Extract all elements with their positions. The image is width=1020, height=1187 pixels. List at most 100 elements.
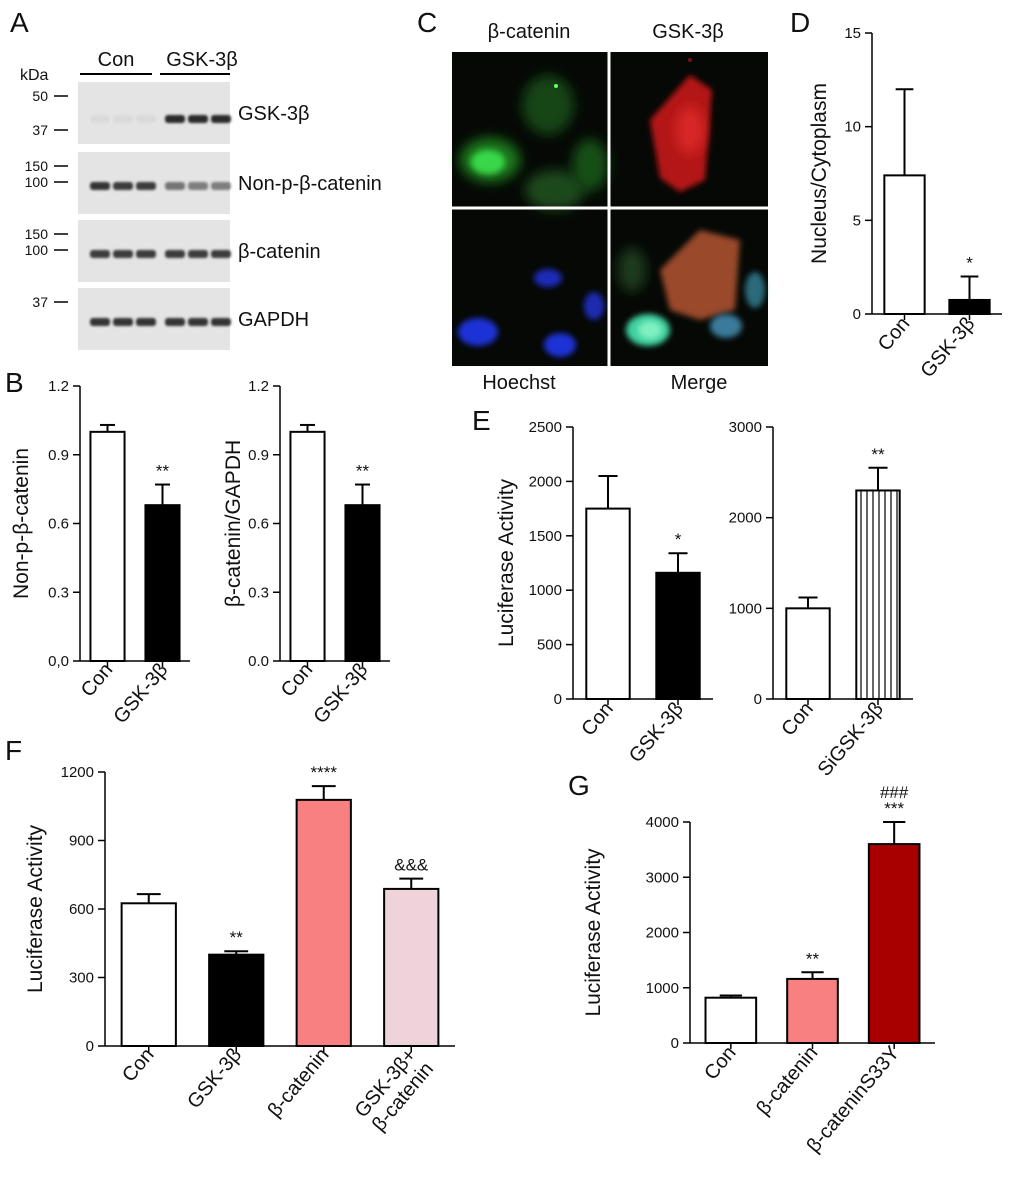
x-tick-label: Con xyxy=(700,1042,740,1084)
y-tick-label: 3000 xyxy=(646,869,679,886)
channel-label-beta-catenin: β-catenin xyxy=(488,21,571,43)
blot-band xyxy=(188,115,208,123)
x-tick-label-line: Con xyxy=(700,1042,740,1084)
bar xyxy=(855,489,901,701)
y-tick-label: 300 xyxy=(69,970,94,987)
x-tick-label: GSK-3β xyxy=(183,1044,246,1113)
bar xyxy=(383,887,440,1048)
blot-band xyxy=(90,115,110,123)
x-tick-label: Con xyxy=(77,659,117,701)
significance-line: &&& xyxy=(394,856,429,875)
y-tick-label: 10 xyxy=(844,119,861,136)
bar xyxy=(585,507,631,700)
x-tick-label-line: SiGSK-3β xyxy=(814,698,888,781)
x-tick-label-line: Con xyxy=(77,659,117,701)
blot-target-label: Non-p-β-catenin xyxy=(238,173,382,195)
y-axis-title: Luciferase Activity xyxy=(24,824,47,993)
x-tick-label-line: GSK-3β xyxy=(916,313,979,382)
y-tick-label: 4000 xyxy=(646,814,679,831)
bar xyxy=(289,430,326,663)
y-tick-label: 900 xyxy=(69,833,94,850)
blot-band xyxy=(188,318,208,326)
y-tick-label: 2000 xyxy=(646,925,679,942)
blot-target-label: β-catenin xyxy=(238,241,321,263)
blot-band xyxy=(211,250,231,258)
y-tick-label: 5 xyxy=(853,212,861,229)
bar xyxy=(144,504,181,662)
bar xyxy=(883,174,926,315)
blot-band xyxy=(136,250,156,258)
blot-band xyxy=(165,250,185,258)
x-tick-label: Con xyxy=(118,1044,158,1086)
significance-line: ** xyxy=(156,462,170,481)
y-axis-title: Luciferase Activity xyxy=(582,848,605,1017)
bar xyxy=(89,430,126,663)
y-tick-label: 0 xyxy=(754,691,762,708)
y-tick-label: 1200 xyxy=(61,764,94,781)
significance-line: ** xyxy=(871,445,885,464)
significance-mark: ** xyxy=(230,928,244,947)
y-tick-label: 2000 xyxy=(529,473,562,490)
bar xyxy=(948,298,991,316)
x-tick-label: GSK-3β xyxy=(109,659,172,728)
y-tick-label: 3000 xyxy=(729,419,762,436)
blot-band xyxy=(211,115,231,123)
significance-mark: * xyxy=(675,530,682,549)
x-tick-label: β-catenin xyxy=(752,1042,822,1119)
y-tick-label: 0 xyxy=(554,691,562,708)
channel-label-merge: Merge xyxy=(671,372,728,394)
significance-line: ** xyxy=(356,462,370,481)
kda-marker: 37 xyxy=(32,122,48,138)
blot-band xyxy=(211,318,231,326)
y-tick-label: 1000 xyxy=(646,980,679,997)
kda-label: kDa xyxy=(20,67,49,84)
y-tick-label: 0.9 xyxy=(48,447,69,464)
x-tick-label-line: Con xyxy=(277,659,317,701)
panel-label-g: G xyxy=(568,770,590,801)
blot-band xyxy=(165,115,185,123)
x-tick-label-line: Con xyxy=(118,1044,158,1086)
significance-mark: ** xyxy=(356,462,370,481)
group-label-con: Con xyxy=(98,49,135,71)
y-tick-label: 0 xyxy=(853,306,861,323)
panel-label-b: B xyxy=(5,367,24,398)
blot-band xyxy=(188,250,208,258)
significance-mark: ### *** xyxy=(880,783,909,818)
y-tick-label: 1.2 xyxy=(248,378,269,395)
y-tick-label: 500 xyxy=(537,637,562,654)
x-tick-label-line: GSK-3β xyxy=(309,659,372,728)
y-tick-label: 0.6 xyxy=(48,516,69,533)
x-tick-label: Con xyxy=(874,313,914,355)
x-tick-label-line: Con xyxy=(577,698,617,740)
blot-band xyxy=(90,182,110,190)
bar xyxy=(786,977,839,1044)
blot-band xyxy=(113,318,133,326)
panel-label-f: F xyxy=(5,735,22,766)
blot-band xyxy=(136,182,156,190)
bar xyxy=(867,843,921,1044)
significance-mark: * xyxy=(966,254,973,273)
significance-line: ### xyxy=(880,783,909,802)
y-axis-title: Luciferase Activity xyxy=(495,478,518,647)
blot-band xyxy=(90,250,110,258)
y-tick-label: 0.0 xyxy=(248,653,269,670)
y-tick-label: 15 xyxy=(844,25,861,42)
x-tick-label: GSK-3β xyxy=(916,313,979,382)
micro-beta-catenin xyxy=(460,75,608,210)
kda-marker: 50 xyxy=(32,88,48,104)
x-tick-label-line: Con xyxy=(777,698,817,740)
kda-marker: 100 xyxy=(25,242,49,258)
significance-line: **** xyxy=(311,763,338,782)
x-tick-label-line: GSK-3β xyxy=(183,1044,246,1113)
y-tick-label: 1000 xyxy=(529,582,562,599)
significance-line: *** xyxy=(884,799,904,818)
significance-line: * xyxy=(675,530,682,549)
significance-mark: &&& xyxy=(394,856,429,875)
bar xyxy=(295,798,352,1048)
bar xyxy=(120,902,177,1048)
blot-band xyxy=(165,182,185,190)
x-tick-label: GSK-3β xyxy=(309,659,372,728)
blot-strip xyxy=(78,82,230,144)
group-label-gsk3b: GSK-3β xyxy=(166,49,238,71)
